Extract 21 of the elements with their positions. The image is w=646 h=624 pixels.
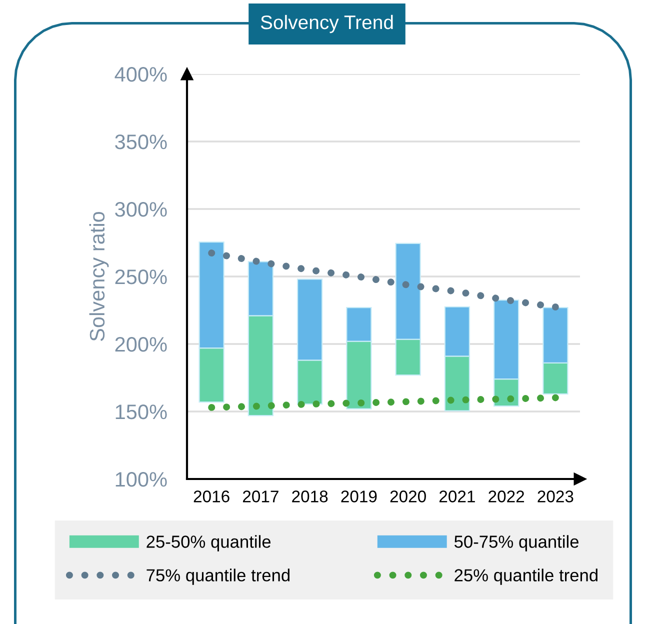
chart-title: Solvency Trend <box>260 14 393 34</box>
x-tick-label: 2023 <box>538 490 574 502</box>
y-tick-label: 150% <box>116 404 167 420</box>
y-tick-label: 350% <box>115 134 167 150</box>
legend-label: 25-50% quantile <box>146 535 271 552</box>
y-tick-label: 250% <box>115 270 167 284</box>
x-tick-label: 2018 <box>292 490 328 502</box>
y-axis-title: Solvency ratio <box>89 212 109 341</box>
y-tick-label: 200% <box>115 337 167 352</box>
y-tick-label: 400% <box>114 67 167 82</box>
x-tick-label: 2019 <box>341 490 377 502</box>
y-tick-label: 300% <box>115 202 167 217</box>
legend-label: 50-75% quantile <box>454 535 578 552</box>
y-tick-label: 100% <box>116 472 167 487</box>
legend-label: 25% quantile trend <box>454 568 598 585</box>
x-tick-label: 2016 <box>194 490 230 502</box>
x-tick-label: 2021 <box>439 490 475 502</box>
legend-label: 75% quantile trend <box>146 568 290 585</box>
x-tick-label: 2020 <box>390 490 426 502</box>
x-tick-label: 2017 <box>242 490 278 502</box>
x-tick-label: 2022 <box>488 490 524 502</box>
